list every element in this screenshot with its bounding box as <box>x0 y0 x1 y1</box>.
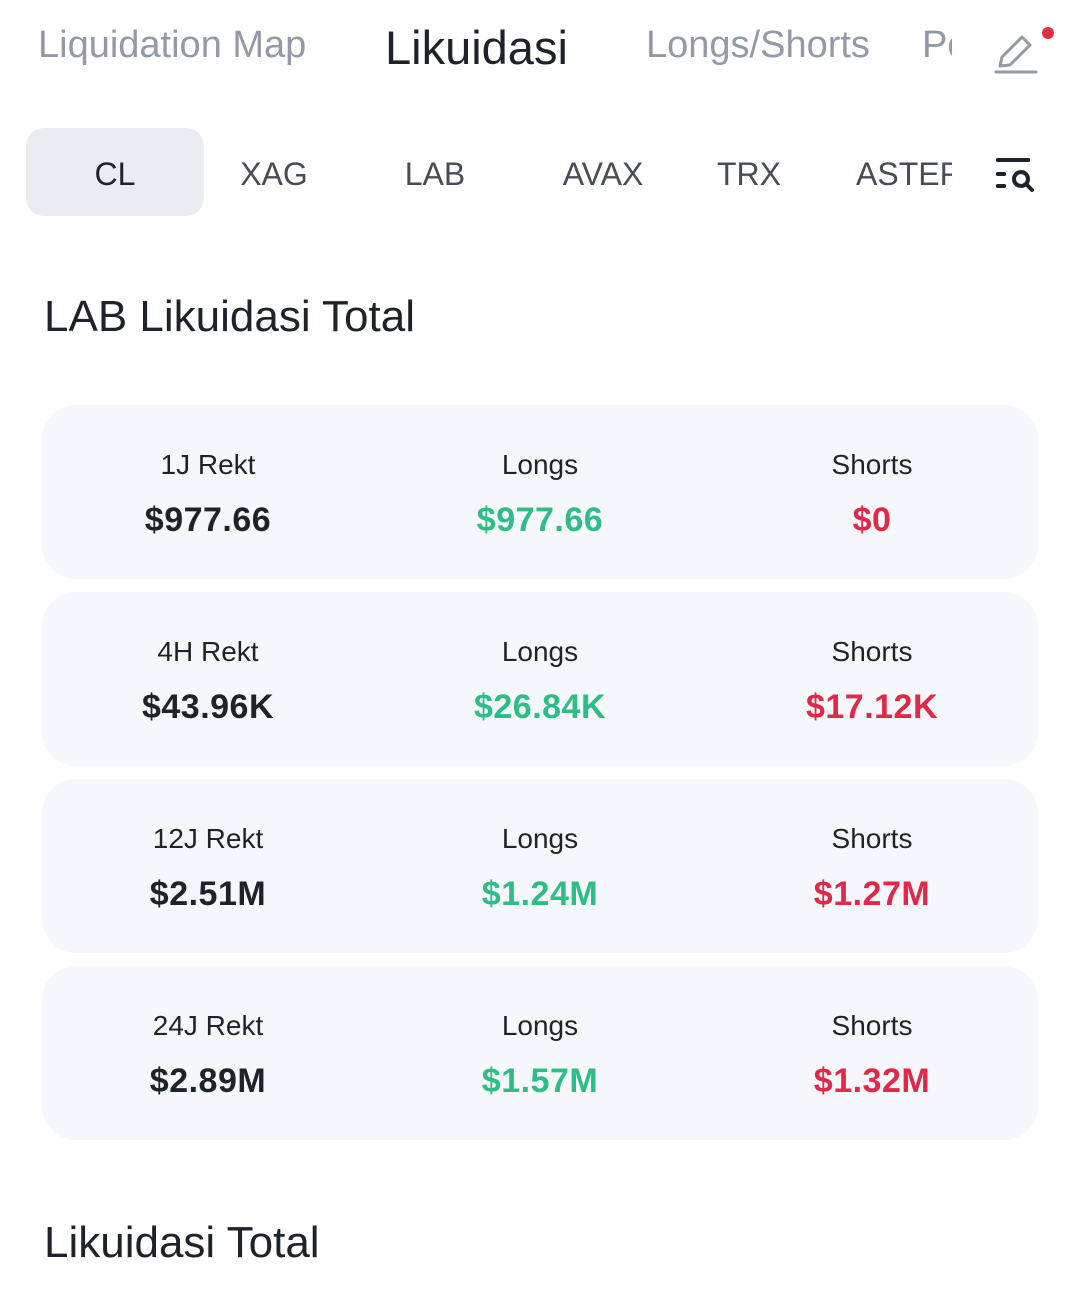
longs-value: $1.24M <box>481 875 599 913</box>
longs-column: Longs $1.57M <box>374 966 706 1140</box>
tab-longs-shorts[interactable]: Longs/Shorts <box>646 24 870 66</box>
longs-label: Longs <box>501 823 579 854</box>
rekt-value: $43.96K <box>141 688 275 726</box>
longs-value: $977.66 <box>476 501 604 539</box>
longs-value: $1.57M <box>481 1062 599 1100</box>
section-title: LAB Likuidasi Total <box>44 292 415 341</box>
shorts-value: $1.32M <box>813 1062 931 1100</box>
chip-avax[interactable]: AVAX <box>562 156 644 192</box>
shorts-value: $0 <box>852 501 892 539</box>
shorts-column: Shorts $0 <box>706 405 1038 579</box>
longs-label: Longs <box>501 1010 579 1041</box>
longs-column: Longs $26.84K <box>374 592 706 766</box>
filter-search-button[interactable] <box>994 154 1038 194</box>
rekt-label: 12J Rekt <box>152 823 264 854</box>
shorts-label: Shorts <box>831 823 913 854</box>
rekt-column: 4H Rekt $43.96K <box>42 592 374 766</box>
top-tab-bar: Liquidation Map Likuidasi Longs/Shorts P… <box>0 0 1080 104</box>
longs-value: $26.84K <box>473 688 607 726</box>
rekt-label: 24J Rekt <box>152 1010 264 1041</box>
shorts-column: Shorts $1.32M <box>706 966 1038 1140</box>
chip-xag[interactable]: XAG <box>240 156 308 192</box>
liquidation-card-1j: 1J Rekt $977.66 Longs $977.66 Shorts $0 <box>42 405 1038 579</box>
shorts-label: Shorts <box>831 1010 913 1041</box>
tab-clipped-label: Po <box>922 24 952 66</box>
rekt-label: 4H Rekt <box>157 636 259 667</box>
liquidation-card-12j: 12J Rekt $2.51M Longs $1.24M Shorts $1.2… <box>42 779 1038 953</box>
chip-trx[interactable]: TRX <box>717 156 781 192</box>
rekt-column: 1J Rekt $977.66 <box>42 405 374 579</box>
shorts-label: Shorts <box>831 449 913 480</box>
liquidation-card-24j: 24J Rekt $2.89M Longs $1.57M Shorts $1.3… <box>42 966 1038 1140</box>
shorts-value: $1.27M <box>813 875 931 913</box>
list-search-icon <box>996 158 1034 192</box>
shorts-column: Shorts $1.27M <box>706 779 1038 953</box>
pencil-edit-icon <box>994 35 1038 74</box>
longs-column: Longs $977.66 <box>374 405 706 579</box>
chip-clipped[interactable]: ASTER <box>856 156 952 192</box>
shorts-label: Shorts <box>831 636 913 667</box>
tab-likuidasi[interactable]: Likuidasi <box>385 21 568 74</box>
liquidation-card-4h: 4H Rekt $43.96K Longs $26.84K Shorts $17… <box>42 592 1038 766</box>
rekt-column: 24J Rekt $2.89M <box>42 966 374 1140</box>
longs-column: Longs $1.24M <box>374 779 706 953</box>
tab-liquidation-map[interactable]: Liquidation Map <box>38 24 307 66</box>
rekt-column: 12J Rekt $2.51M <box>42 779 374 953</box>
rekt-label: 1J Rekt <box>160 449 256 480</box>
rekt-value: $2.51M <box>149 875 267 913</box>
coin-chip-bar: CL XAG LAB AVAX TRX ASTER <box>0 128 1080 216</box>
chip-lab[interactable]: LAB <box>404 156 466 192</box>
notification-dot <box>1042 27 1054 39</box>
edit-button[interactable] <box>990 26 1044 80</box>
shorts-column: Shorts $17.12K <box>706 592 1038 766</box>
longs-label: Longs <box>501 636 579 667</box>
tab-clipped[interactable]: Po <box>922 24 952 80</box>
chip-cl[interactable]: CL <box>26 128 204 216</box>
shorts-value: $17.12K <box>805 688 939 726</box>
rekt-value: $977.66 <box>144 501 272 539</box>
rekt-value: $2.89M <box>149 1062 267 1100</box>
section-title-total: Likuidasi Total <box>44 1218 320 1267</box>
longs-label: Longs <box>501 449 579 480</box>
